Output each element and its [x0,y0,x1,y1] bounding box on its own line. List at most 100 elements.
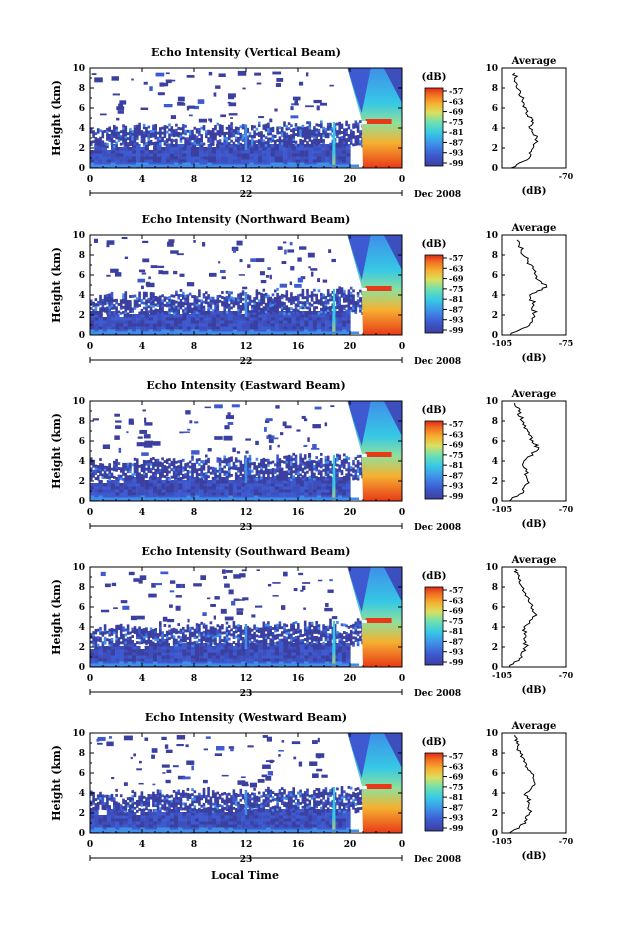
colorbar-tick-label: -75 [449,616,463,626]
x-tick-label: 12 [240,342,253,352]
date-label: Dec 2008 [414,855,461,865]
x-tick-label: 20 [344,840,357,850]
y-tick-label: 4 [79,124,85,134]
colorbar-tick-label: -87 [449,304,463,314]
colorbar-tick-label: -63 [449,595,464,605]
colorbar-tick-label: -99 [449,657,464,667]
y-axis-label: Height (km) [50,579,63,655]
x-tick-label: 0 [87,840,93,850]
y-tick-label: 4 [79,623,85,633]
y-tick-label: 10 [72,64,85,74]
y-tick-label: 4 [79,291,85,301]
panel-2: Echo Intensity (Northward Beam) 0 2 4 6 8 10 He… [50,213,573,367]
x-tick-label: 4 [139,674,145,684]
average-profile: Average 0 2 4 6 8 10 -70 (dB) [485,56,573,197]
y-tick-label: 10 [72,231,85,241]
colorbar [424,586,444,666]
profile-y-tick-label: 0 [492,164,498,174]
profile-title: Average [511,721,557,732]
y-tick-label: 4 [79,789,85,799]
colorbar-tick-label: -99 [449,491,464,501]
x-tick-label: 20 [344,342,357,352]
x-tick-label: 4 [139,342,145,352]
date-label: Dec 2008 [414,190,461,200]
profile-y-tick-label: 2 [492,311,498,321]
panel-5: Echo Intensity (Westward Beam) 0 2 4 6 8 10 Hei… [50,711,574,865]
average-profile: Average 0 2 4 6 8 10 -105 -75 (dB) [485,223,573,364]
colorbar-tick-label: -81 [449,792,463,802]
heatmap-body [90,733,402,833]
profile-y-tick-label: 6 [492,437,498,447]
x-tick-label: 12 [240,175,253,185]
profile-y-tick-label: 0 [492,331,498,341]
colorbar-tick-label: -63 [449,263,464,273]
x-axis-label: Local Time [211,869,279,882]
y-tick-label: 2 [79,643,85,653]
colorbar-tick-label: -63 [449,429,464,439]
y-tick-label: 6 [79,437,85,447]
y-tick-label: 0 [79,829,85,839]
date-label: Dec 2008 [414,357,461,367]
average-profile: Average 0 2 4 6 8 10 -105 -70 (dB) [485,555,573,696]
profile-y-tick-label: 0 [492,497,498,507]
heatmap-body [90,235,402,335]
profile-x-tick-label: -70 [559,670,574,680]
profile-title: Average [511,389,557,400]
y-axis-label: Height (km) [50,413,63,489]
panel-1: Echo Intensity (Vertical Beam) 0 2 4 6 8 10 Hei… [50,46,574,200]
profile-y-tick-label: 10 [485,231,498,241]
colorbar-tick-label: -99 [449,823,464,833]
y-tick-label: 2 [79,311,85,321]
colorbar-unit: (dB) [422,239,447,250]
x-tick-label: 0 [399,840,405,850]
colorbar-tick-label: -57 [449,253,463,263]
y-tick-label: 10 [72,397,85,407]
y-tick-label: 2 [79,477,85,487]
x-tick-label: 8 [191,342,197,352]
x-tick-label: 16 [292,840,305,850]
x-tick-label: 8 [191,840,197,850]
profile-line [508,568,538,668]
heatmap-body [90,401,402,501]
colorbar-tick-label: -63 [449,96,464,106]
y-tick-label: 8 [79,251,85,261]
profile-line [510,72,539,169]
colorbar-unit: (dB) [422,405,447,416]
profile-y-tick-label: 0 [492,829,498,839]
colorbar-tick-label: -93 [449,315,464,325]
x-tick-label: 4 [139,840,145,850]
profile-y-tick-label: 10 [485,729,498,739]
colorbar-tick-label: -87 [449,137,463,147]
x-tick-label: 0 [399,674,405,684]
colorbar-tick-label: -75 [449,782,463,792]
profile-x-tick-label: -70 [559,171,574,181]
colorbar-tick-label: -81 [449,626,463,636]
y-tick-label: 8 [79,417,85,427]
colorbar [424,752,444,832]
profile-y-tick-label: 2 [492,809,498,819]
colorbar-tick-label: -87 [449,470,463,480]
profile-y-tick-label: 4 [492,623,498,633]
panel-4: Echo Intensity (Southward Beam) 0 2 4 6 8 10 He… [50,545,574,699]
day-label: 22 [240,190,253,200]
colorbar-tick-label: -69 [449,274,464,284]
profile-line [510,239,548,336]
x-tick-label: 0 [399,342,405,352]
date-label: Dec 2008 [414,523,461,533]
panel-title: Echo Intensity (Vertical Beam) [151,46,341,59]
colorbar-tick-label: -75 [449,450,463,460]
profile-frame [501,234,567,336]
colorbar [424,87,444,167]
day-label: 22 [240,357,253,367]
y-tick-label: 4 [79,457,85,467]
profile-y-tick-label: 8 [492,583,498,593]
x-tick-label: 0 [87,342,93,352]
y-tick-label: 8 [79,749,85,759]
colorbar-tick-label: -69 [449,772,464,782]
x-tick-label: 8 [191,508,197,518]
profile-x-label: (dB) [522,186,547,197]
average-profile: Average 0 2 4 6 8 10 -105 -70 (dB) [485,389,573,530]
y-tick-label: 0 [79,331,85,341]
profile-y-tick-label: 10 [485,563,498,573]
profile-x-tick-label: -105 [492,836,512,846]
